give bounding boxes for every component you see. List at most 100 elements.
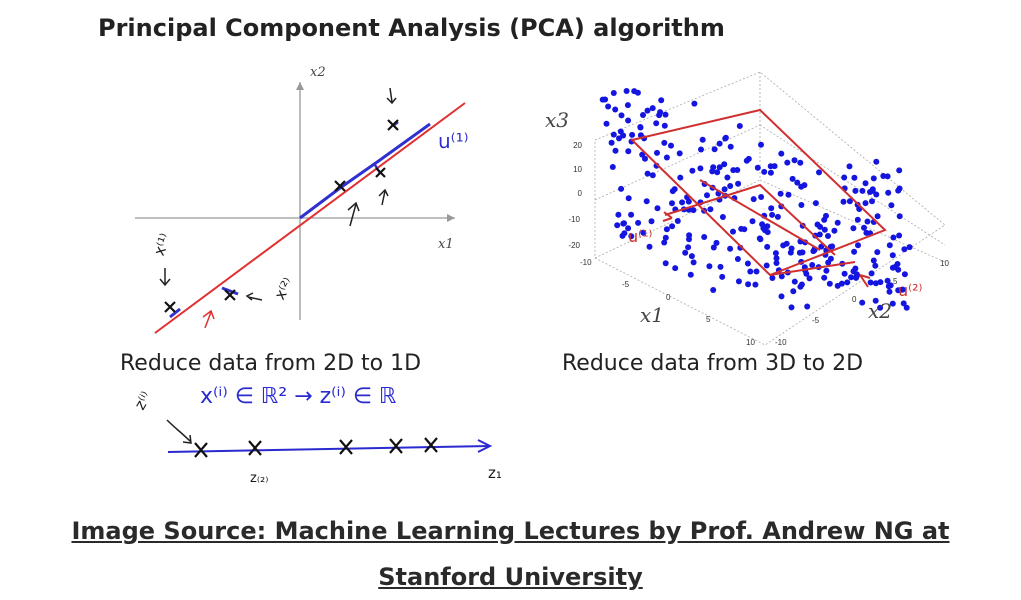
data-point <box>669 223 676 230</box>
data-point <box>749 218 756 225</box>
data-point <box>698 146 704 153</box>
data-point <box>794 179 801 186</box>
data-point <box>778 150 785 157</box>
data-point <box>760 225 767 232</box>
data-point <box>797 159 804 166</box>
data-point <box>758 141 764 148</box>
data-point <box>777 190 784 197</box>
data-point <box>628 211 635 218</box>
data-point <box>734 256 741 262</box>
data-point <box>610 131 617 138</box>
tick-label: -10 <box>568 215 580 224</box>
data-point <box>796 249 803 256</box>
data-point <box>661 239 668 246</box>
axis-label: x2 <box>310 65 326 80</box>
data-point <box>716 164 723 171</box>
data-point <box>767 169 774 176</box>
data-point <box>754 164 761 171</box>
data-point <box>790 288 797 295</box>
tick-label: -10 <box>580 258 592 267</box>
data-point <box>704 192 710 199</box>
data-point <box>896 213 903 220</box>
data-point <box>618 112 625 119</box>
data-point <box>605 103 612 110</box>
data-point <box>615 211 622 218</box>
data-point <box>669 200 675 207</box>
data-point <box>864 218 871 225</box>
data-point <box>896 232 903 239</box>
panel-caption: Reduce data from 2D to 1D <box>120 351 421 376</box>
data-point <box>877 304 884 311</box>
data-point <box>873 158 880 165</box>
data-point <box>662 234 669 241</box>
data-point <box>727 143 734 150</box>
data-point <box>884 173 891 180</box>
data-point <box>686 236 692 243</box>
data-point <box>676 150 683 157</box>
data-point <box>823 267 830 274</box>
data-point <box>851 248 858 255</box>
data-point <box>771 163 778 170</box>
data-point <box>870 257 877 264</box>
data-point <box>618 185 625 192</box>
tick-label: 20 <box>573 141 582 150</box>
data-point <box>880 173 887 179</box>
data-point <box>649 105 656 112</box>
tick-label: -10 <box>775 338 787 347</box>
data-point <box>872 262 879 269</box>
handwritten-arrows <box>159 87 397 444</box>
data-point <box>867 189 873 195</box>
projection <box>169 286 239 319</box>
data-point <box>663 154 670 161</box>
data-point <box>608 139 615 146</box>
data-point <box>709 168 716 175</box>
data-point <box>784 159 791 166</box>
data-point <box>823 212 829 219</box>
data-point <box>658 97 665 104</box>
data-point <box>747 268 754 275</box>
data-point <box>854 216 861 223</box>
axis-label: x1 <box>640 303 664 327</box>
data-point <box>643 198 650 205</box>
projection-plane <box>629 108 887 288</box>
data-point <box>691 100 698 107</box>
data-point <box>764 243 771 250</box>
data-point <box>621 220 627 227</box>
data-point <box>778 273 785 280</box>
data-point <box>768 205 775 212</box>
annotation: u⁽²⁾ <box>898 281 922 300</box>
data-point <box>745 155 752 162</box>
data-point <box>806 275 813 282</box>
left-plot: x2 x1 u⁽¹⁾ x⁽¹⁾ x⁽²⁾ Reduce data from 2D… <box>120 65 502 486</box>
data-point <box>745 281 752 288</box>
data-point <box>798 202 805 208</box>
data-point <box>874 249 881 256</box>
image-source-link[interactable]: Image Source: Machine Learning Lectures … <box>71 517 950 591</box>
data-point <box>654 149 660 156</box>
axis-label: x1 <box>438 237 454 252</box>
data-point <box>841 270 848 277</box>
data-point <box>649 172 656 179</box>
annotation: z⁽ⁱ⁾ <box>131 388 156 413</box>
data-point <box>625 117 632 124</box>
data-point <box>688 253 695 260</box>
data-point <box>778 203 785 210</box>
projected-points <box>194 437 438 458</box>
data-point <box>885 283 892 290</box>
tick-label: 0 <box>852 295 857 304</box>
data-point <box>629 131 636 138</box>
data-point <box>851 174 858 181</box>
data-point <box>713 239 720 246</box>
data-point <box>899 286 906 293</box>
data-point <box>867 279 874 286</box>
data-point <box>758 194 765 200</box>
data-point <box>617 128 624 135</box>
data-point <box>625 148 632 155</box>
data-point <box>653 120 660 127</box>
data-point <box>855 242 861 249</box>
data-point <box>616 135 622 142</box>
data-point <box>825 233 831 239</box>
data-point <box>859 187 866 194</box>
data-point <box>662 260 669 267</box>
data-point <box>644 107 651 114</box>
